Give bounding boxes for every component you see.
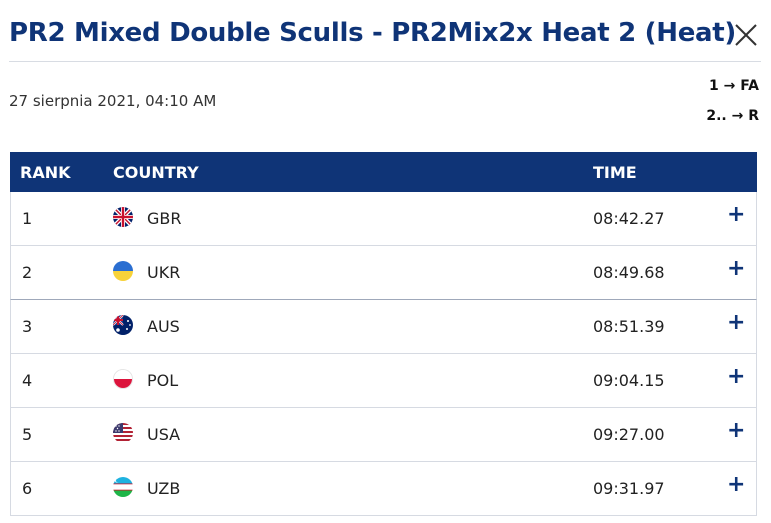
usa-flag-icon: [113, 423, 133, 443]
pol-flag-icon: [113, 369, 133, 389]
rank-cell: 2: [22, 263, 33, 282]
time-cell: 09:27.00: [593, 425, 665, 444]
expand-button[interactable]: +: [727, 256, 746, 281]
time-cell: 09:31.97: [593, 479, 665, 498]
time-cell: 08:42.27: [593, 209, 665, 228]
column-header-rank: RANK: [20, 163, 71, 182]
table-header: RANK COUNTRY TIME: [10, 152, 757, 192]
table-row[interactable]: 5 USA 09:27.00 +: [10, 408, 757, 462]
expand-button[interactable]: +: [727, 202, 746, 227]
rank-cell: 6: [22, 479, 33, 498]
column-header-time: TIME: [593, 163, 637, 182]
column-header-country: COUNTRY: [113, 163, 199, 182]
country-cell: USA: [147, 425, 181, 444]
results-table: RANK COUNTRY TIME 1 GBR 08:42.27 + 2: [10, 152, 757, 516]
expand-button[interactable]: +: [727, 364, 746, 389]
country-cell: UKR: [147, 263, 181, 282]
rank-cell: 3: [22, 317, 33, 336]
table-row[interactable]: 3 AUS 08:51.39 +: [10, 300, 757, 354]
table-row[interactable]: 6 UZB 09:31.97 +: [10, 462, 757, 516]
aus-flag-icon: [113, 315, 133, 335]
country-cell: POL: [147, 371, 179, 390]
time-cell: 08:51.39: [593, 317, 665, 336]
country-cell: AUS: [147, 317, 180, 336]
progression-rule: 2.. → R: [706, 108, 759, 124]
gbr-flag-icon: [113, 207, 133, 227]
time-cell: 09:04.15: [593, 371, 665, 390]
country-cell: GBR: [147, 209, 182, 228]
expand-button[interactable]: +: [727, 472, 746, 497]
rank-cell: 5: [22, 425, 33, 444]
expand-button[interactable]: +: [727, 310, 746, 335]
page-title: PR2 Mixed Double Sculls - PR2Mix2x Heat …: [9, 18, 737, 48]
close-icon[interactable]: [734, 23, 758, 47]
race-date: 27 sierpnia 2021, 04:10 AM: [9, 92, 217, 110]
table-row[interactable]: 2 UKR 08:49.68 +: [10, 246, 757, 300]
uzb-flag-icon: [113, 477, 133, 497]
table-row[interactable]: 1 GBR 08:42.27 +: [10, 192, 757, 246]
ukr-flag-icon: [113, 261, 133, 281]
progression-rule: 1 → FA: [708, 78, 759, 94]
expand-button[interactable]: +: [727, 418, 746, 443]
header-divider: [9, 61, 761, 62]
rank-cell: 1: [22, 209, 33, 228]
country-cell: UZB: [147, 479, 181, 498]
table-row[interactable]: 4 POL 09:04.15 +: [10, 354, 757, 408]
time-cell: 08:49.68: [593, 263, 665, 282]
rank-cell: 4: [22, 371, 33, 390]
